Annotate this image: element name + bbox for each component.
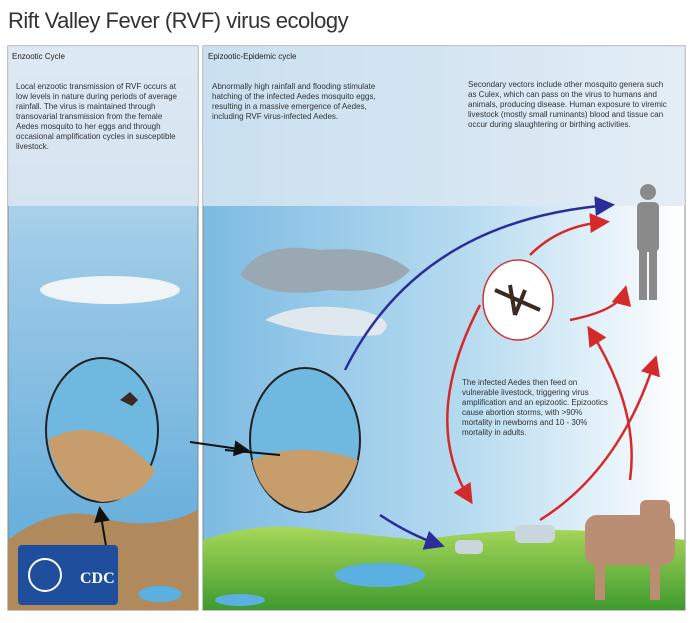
cloud: [40, 276, 180, 304]
panel-text: Local enzootic transmission of RVF occur…: [16, 82, 186, 152]
secondary-text: Secondary vectors include other mosquito…: [468, 80, 673, 130]
panel-label: Enzootic Cycle: [12, 52, 65, 61]
panel-text: Abnormally high rainfall and flooding st…: [212, 82, 382, 122]
pond: [138, 586, 182, 602]
feeding-text: The infected Aedes then feed on vulnerab…: [462, 378, 612, 438]
page: CDC Rift Valley Fever (RVF) virus ecolog…: [0, 0, 691, 623]
title: Rift Valley Fever (RVF) virus ecology: [8, 8, 348, 34]
pond: [215, 594, 265, 606]
panel-label: Epizootic-Epidemic cycle: [208, 52, 296, 61]
logo-text: CDC: [80, 570, 115, 587]
pond: [335, 563, 425, 587]
